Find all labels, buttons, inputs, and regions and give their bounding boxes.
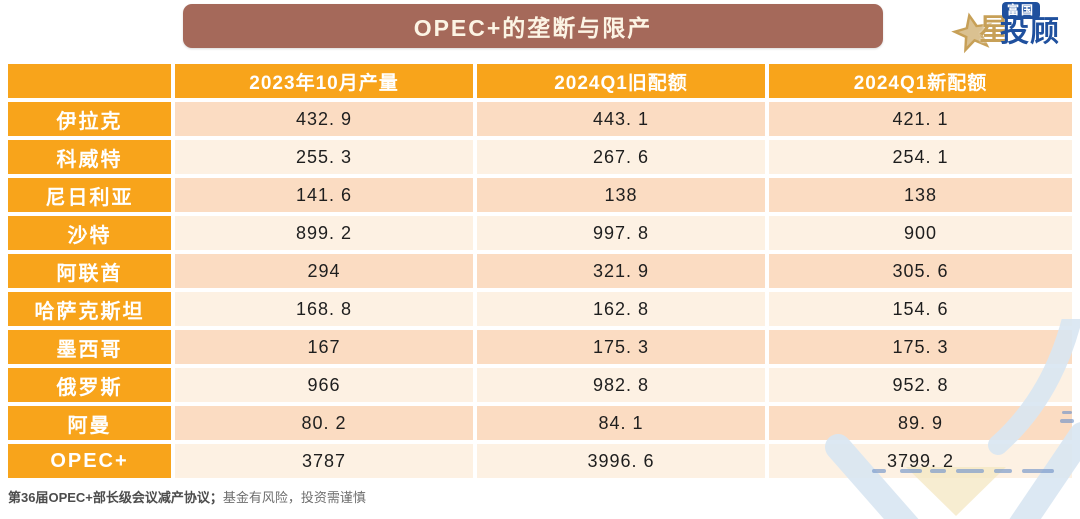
data-cell: 900 xyxy=(769,216,1072,250)
data-cell: 175. 3 xyxy=(769,330,1072,364)
row-label: 沙特 xyxy=(8,216,171,250)
logo-star-char: 星 xyxy=(979,14,1009,47)
row-label: 科威特 xyxy=(8,140,171,174)
title-bar: OPEC+的垄断与限产 xyxy=(183,4,883,48)
data-cell: 294 xyxy=(175,254,473,288)
data-cell: 305. 6 xyxy=(769,254,1072,288)
data-cell: 162. 8 xyxy=(477,292,765,326)
data-cell: 3787 xyxy=(175,444,473,478)
row-label: 伊拉克 xyxy=(8,102,171,136)
data-cell: 3996. 6 xyxy=(477,444,765,478)
row-label: 阿曼 xyxy=(8,406,171,440)
page-title: OPEC+的垄断与限产 xyxy=(413,15,653,41)
row-label: 尼日利亚 xyxy=(8,178,171,212)
data-cell: 997. 8 xyxy=(477,216,765,250)
brand-name: 投顾 xyxy=(1000,16,1061,48)
data-cell: 321. 9 xyxy=(477,254,765,288)
footer-source-text: 第36届OPEC+部长级会议减产协议； xyxy=(8,490,223,505)
data-cell: 84. 1 xyxy=(477,406,765,440)
column-header: 2023年10月产量 xyxy=(175,64,473,98)
star-icon xyxy=(951,12,993,54)
brand-badge: 富国 xyxy=(1002,2,1041,20)
row-label: 墨西哥 xyxy=(8,330,171,364)
brand-logo: 星 富国 投顾 xyxy=(951,0,1078,58)
footer-risk-text: 基金有风险，投资需谨慎 xyxy=(222,490,366,505)
data-cell: 267. 6 xyxy=(477,140,765,174)
column-header: 2024Q1旧配额 xyxy=(477,64,765,98)
production-table: 2023年10月产量 2024Q1旧配额 2024Q1新配额伊拉克 432. 9 443… xyxy=(8,64,1072,478)
data-cell: 952. 8 xyxy=(769,368,1072,402)
data-cell: 138 xyxy=(769,178,1072,212)
data-cell: 175. 3 xyxy=(477,330,765,364)
data-cell: 89. 9 xyxy=(769,406,1072,440)
data-cell: 167 xyxy=(175,330,473,364)
row-label: 阿联酋 xyxy=(8,254,171,288)
row-label: 哈萨克斯坦 xyxy=(8,292,171,326)
row-label: OPEC+ xyxy=(8,444,171,478)
data-cell: 141. 6 xyxy=(175,178,473,212)
data-cell: 80. 2 xyxy=(175,406,473,440)
data-cell: 443. 1 xyxy=(477,102,765,136)
data-cell: 899. 2 xyxy=(175,216,473,250)
data-cell: 3799. 2 xyxy=(769,444,1072,478)
data-cell: 966 xyxy=(175,368,473,402)
data-cell: 168. 8 xyxy=(175,292,473,326)
row-label: 俄罗斯 xyxy=(8,368,171,402)
data-cell: 138 xyxy=(477,178,765,212)
data-cell: 982. 8 xyxy=(477,368,765,402)
data-cell: 421. 1 xyxy=(769,102,1072,136)
footer-note: 第36届OPEC+部长级会议减产协议；基金有风险，投资需谨慎 xyxy=(8,487,366,506)
column-header: 2024Q1新配额 xyxy=(769,64,1072,98)
data-cell: 432. 9 xyxy=(175,102,473,136)
data-cell: 255. 3 xyxy=(175,140,473,174)
table-corner-cell xyxy=(8,64,171,98)
data-cell: 254. 1 xyxy=(769,140,1072,174)
data-cell: 154. 6 xyxy=(769,292,1072,326)
